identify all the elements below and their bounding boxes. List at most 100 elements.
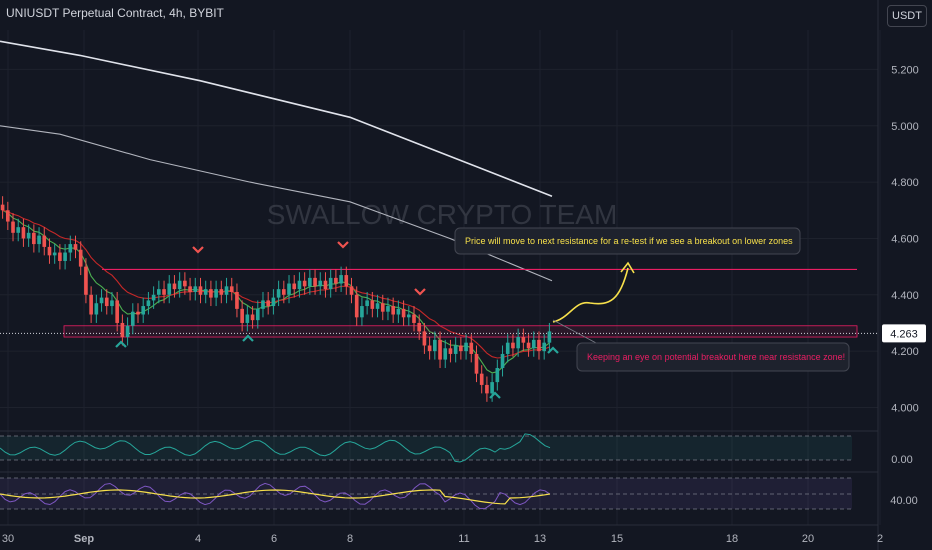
annotation-text: Keeping an eye on potential breakout her… — [587, 352, 845, 362]
candle-body — [349, 286, 354, 295]
candle-body — [94, 303, 99, 315]
candle-body — [235, 291, 239, 309]
candle-body — [78, 249, 83, 267]
y-tick-label: 4.400 — [891, 290, 919, 302]
candle-body — [141, 306, 146, 315]
candle-body — [292, 283, 297, 290]
indicator-panels: 0.00 40.00 — [0, 430, 918, 510]
candle-body — [531, 339, 536, 349]
candle-body — [193, 286, 198, 292]
candle-body — [26, 232, 31, 239]
candle-body — [542, 342, 547, 352]
candle-body — [479, 373, 484, 385]
candle-body — [219, 289, 224, 295]
candle-body — [203, 289, 208, 295]
candle-body — [84, 266, 88, 295]
candle-body — [433, 339, 437, 352]
signal-markers — [115, 241, 559, 399]
note-connector — [552, 319, 599, 345]
stoch-signal-line — [0, 489, 551, 505]
x-tick-label: 11 — [458, 533, 469, 545]
candle-body — [104, 297, 109, 307]
candle-body — [250, 314, 255, 321]
candle-body — [323, 280, 328, 290]
candle-body — [360, 306, 364, 318]
candle-body — [380, 303, 385, 312]
candle-body — [344, 275, 349, 287]
candle-body — [547, 331, 552, 343]
candle-body — [328, 277, 333, 290]
candle-body — [115, 300, 119, 323]
annotations: Price will move to next resistance for a… — [454, 227, 850, 372]
candle-body — [391, 306, 395, 315]
buy-signal-marker — [547, 346, 559, 354]
moving-averages — [0, 40, 553, 374]
buy-signal-marker — [489, 391, 501, 399]
x-tick-label: 6 — [271, 533, 277, 545]
candle-body — [485, 384, 489, 394]
candle-body — [214, 289, 218, 298]
rsi-tick-label: 0.00 — [891, 454, 912, 466]
time-axis: 30 Sep 4 6 8 11 13 15 18 20 2 — [2, 533, 883, 545]
candle-body — [136, 311, 140, 315]
candle-body — [443, 348, 448, 360]
candle-body — [5, 210, 10, 222]
candle-body — [167, 283, 172, 295]
x-tick-label: 20 — [802, 533, 814, 545]
currency-button[interactable]: USDT — [887, 5, 927, 27]
chart-title: UNIUSDT Perpetual Contract, 4h, BYBIT — [6, 6, 224, 20]
candle-body — [490, 382, 494, 394]
candle-body — [120, 322, 125, 338]
rsi-line — [0, 433, 551, 463]
candle-body — [125, 325, 130, 338]
candle-body — [209, 289, 213, 298]
y-tick-label: 4.600 — [891, 233, 919, 245]
candle-body — [500, 353, 505, 369]
candle-body — [188, 286, 192, 292]
projection-curve — [552, 267, 629, 323]
candle-body — [89, 294, 93, 315]
candle-body — [240, 308, 244, 323]
candle-body — [474, 353, 479, 374]
candle-body — [505, 342, 510, 354]
candle-body — [266, 300, 271, 307]
candle-body — [495, 368, 500, 383]
ema-slow-line — [0, 40, 553, 197]
ema-mid-line — [0, 125, 553, 282]
x-tick-label: 18 — [726, 533, 738, 545]
x-tick-label: 13 — [534, 533, 546, 545]
candle-body — [224, 286, 229, 295]
candle-body — [297, 280, 302, 290]
y-tick-label: 4.000 — [891, 402, 919, 414]
candle-body — [245, 314, 250, 323]
candle-body — [281, 289, 286, 295]
candle-body — [162, 289, 166, 295]
annotation-text: Price will move to next resistance for a… — [465, 236, 793, 246]
support-zone — [63, 325, 858, 338]
candle-body — [308, 277, 312, 287]
candle-body — [276, 289, 281, 298]
candle-body — [396, 308, 401, 315]
candle-body — [52, 252, 57, 256]
candle-body — [526, 342, 531, 349]
candle-body — [302, 280, 307, 287]
candle-body — [469, 342, 474, 354]
candle-body — [261, 300, 265, 309]
stoch-line — [0, 482, 551, 510]
candles — [0, 196, 552, 402]
buy-signal-marker — [242, 334, 254, 342]
candle-body — [511, 342, 515, 349]
candle-body — [47, 246, 52, 256]
candle-body — [386, 306, 390, 312]
x-tick-label: 4 — [195, 533, 201, 545]
annotation-box — [454, 227, 801, 255]
candle-body — [130, 311, 135, 326]
candle-body — [151, 294, 156, 301]
rsi-band — [0, 436, 852, 460]
candle-body — [354, 294, 359, 318]
candle-body — [313, 277, 317, 287]
candle-body — [198, 286, 203, 295]
projection-arrowhead — [620, 261, 635, 274]
